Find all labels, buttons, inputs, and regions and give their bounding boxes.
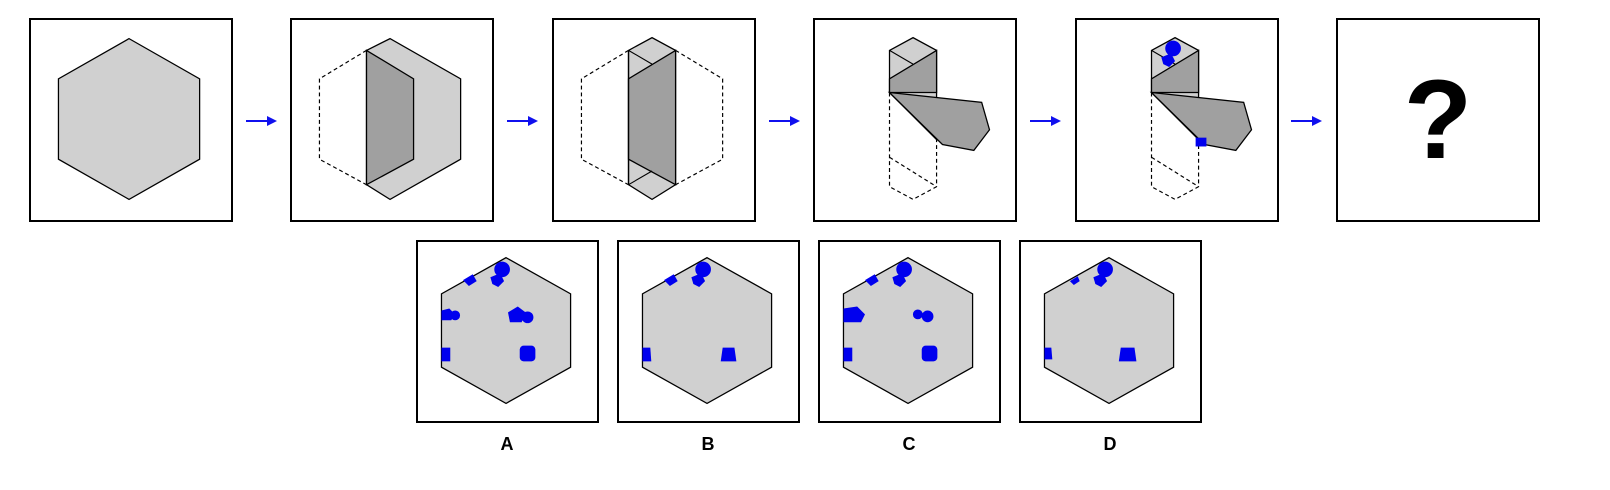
step-2-panel [290, 18, 494, 222]
option-a-unfolded-hexagon [440, 256, 572, 405]
step-1-panel [29, 18, 233, 222]
option-d-label[interactable]: D [1103, 434, 1117, 454]
step-2-fold-left [318, 37, 462, 201]
arrow-icon [1291, 116, 1322, 126]
step-3-panel [552, 18, 756, 222]
option-b-unfolded-hexagon [641, 256, 773, 405]
option-c-unfolded-hexagon [842, 256, 974, 405]
option-d-unfolded-hexagon [1043, 256, 1175, 405]
option-d-panel[interactable] [1019, 240, 1202, 423]
arrow-icon [1030, 116, 1061, 126]
option-c-panel[interactable] [818, 240, 1001, 423]
option-a-panel[interactable] [416, 240, 599, 423]
arrow-icon [246, 116, 277, 126]
step-1-flat-hexagon [57, 37, 201, 201]
step-5-punch-holes [1149, 36, 1253, 201]
option-c-label[interactable]: C [902, 434, 916, 454]
question-panel: ? [1336, 18, 1540, 222]
option-b-panel[interactable] [617, 240, 800, 423]
step-5-panel [1075, 18, 1279, 222]
option-b-label[interactable]: B [701, 434, 715, 454]
step-4-fold-flap [887, 36, 991, 201]
step-3-fold-right [580, 36, 724, 201]
arrow-icon [507, 116, 538, 126]
question-mark: ? [1403, 57, 1473, 182]
arrow-icon [769, 116, 800, 126]
step-4-panel [813, 18, 1017, 222]
option-a-label[interactable]: A [500, 434, 514, 454]
